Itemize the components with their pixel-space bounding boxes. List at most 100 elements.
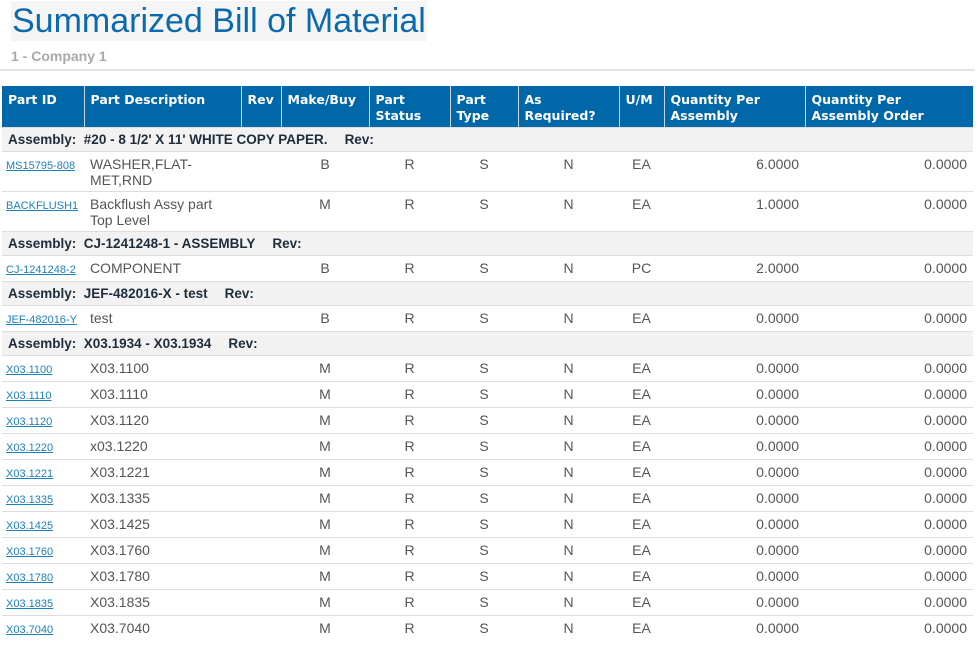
table-row: X03.1220 x03.1220 M R S N EA 0.0000 0.0000 [2, 433, 973, 460]
part-id-link[interactable]: CJ-1241248-2 [6, 264, 76, 276]
table-row: BACKFLUSH1 Backflush Assy part Top Level M… [2, 191, 973, 232]
part-id-link[interactable]: X03.1835 [6, 598, 54, 610]
as-required-cell: N [518, 433, 619, 460]
part-type-cell: S [450, 511, 518, 538]
part-id-cell: X03.1110 [2, 381, 84, 408]
col-part-description[interactable]: Part Description [83, 86, 241, 128]
part-id-link[interactable]: X03.1100 [6, 364, 53, 376]
qty-per-assembly-order-cell: 0.0000 [805, 255, 973, 282]
make-buy-cell: M [281, 459, 369, 486]
part-type-cell: S [450, 255, 518, 282]
qty-per-assembly-order-cell: 0.0000 [805, 381, 973, 408]
rev-cell [241, 433, 281, 460]
um-cell: EA [619, 511, 664, 538]
table-row: X03.7040 X03.7040 M R S N EA 0.0000 0.0000 [2, 615, 973, 641]
part-id-link[interactable]: X03.1335 [6, 494, 54, 506]
part-description-cell: x03.1220 [84, 433, 241, 460]
qty-per-assembly-cell: 0.0000 [664, 407, 805, 434]
assembly-row: Assembly: X03.1934 - X03.1934 Rev: [2, 331, 973, 356]
part-description-cell: X03.1100 [84, 355, 241, 382]
part-type-cell: S [450, 381, 518, 408]
qty-per-assembly-cell: 0.0000 [664, 355, 805, 382]
make-buy-cell: M [281, 485, 369, 512]
rev-cell [241, 381, 281, 408]
as-required-cell: N [518, 615, 619, 641]
rev-cell [241, 355, 281, 382]
make-buy-cell: M [281, 615, 369, 641]
assembly-label: Assembly: [8, 236, 77, 251]
col-part-id[interactable]: Part ID [2, 86, 84, 128]
um-cell: EA [619, 305, 664, 332]
part-status-cell: R [369, 255, 450, 282]
part-id-link[interactable]: X03.1120 [6, 416, 53, 428]
part-id-cell: JEF-482016-Y [2, 305, 84, 332]
um-cell: EA [619, 191, 664, 232]
part-status-cell: R [369, 381, 450, 408]
as-required-cell: N [518, 151, 619, 192]
qty-per-assembly-order-cell: 0.0000 [805, 305, 973, 332]
part-id-link[interactable]: X03.1425 [6, 520, 54, 532]
qty-per-assembly-cell: 0.0000 [664, 433, 805, 460]
part-id-link[interactable]: JEF-482016-Y [6, 314, 77, 326]
part-status-cell: R [369, 459, 450, 486]
part-status-cell: R [369, 407, 450, 434]
col-qty-per-assembly[interactable]: Quantity Per Assembly [663, 86, 805, 128]
part-id-cell: X03.7040 [2, 615, 84, 641]
part-description-cell: X03.1780 [84, 563, 241, 590]
col-part-status[interactable]: Part Status [368, 86, 450, 128]
rev-cell [241, 305, 281, 332]
qty-per-assembly-order-cell: 0.0000 [805, 615, 973, 641]
part-id-link[interactable]: X03.1780 [6, 572, 54, 584]
as-required-cell: N [518, 407, 619, 434]
part-description-cell: test [84, 305, 241, 332]
part-id-link[interactable]: X03.7040 [6, 624, 54, 636]
part-id-link[interactable]: X03.1220 [6, 442, 54, 454]
qty-per-assembly-order-cell: 0.0000 [805, 151, 973, 192]
col-part-type[interactable]: Part Type [449, 86, 518, 128]
rev-cell [241, 255, 281, 282]
part-id-cell: BACKFLUSH1 [2, 191, 84, 232]
part-id-link[interactable]: X03.1110 [6, 390, 52, 402]
assembly-label: Assembly: [8, 336, 77, 351]
part-type-cell: S [450, 191, 518, 232]
um-cell: EA [619, 615, 664, 641]
part-id-link[interactable]: X03.1760 [6, 546, 54, 558]
part-id-link[interactable]: BACKFLUSH1 [6, 200, 79, 212]
make-buy-cell: B [281, 305, 369, 332]
rev-cell [241, 191, 281, 232]
as-required-cell: N [518, 459, 619, 486]
part-type-cell: S [450, 459, 518, 486]
um-cell: EA [619, 151, 664, 192]
part-id-link[interactable]: MS15795-808 [6, 160, 76, 172]
as-required-cell: N [518, 511, 619, 538]
col-rev[interactable]: Rev [240, 86, 281, 128]
make-buy-cell: M [281, 537, 369, 564]
assembly-cell: Assembly: X03.1934 - X03.1934 Rev: [2, 331, 973, 356]
part-type-cell: S [450, 305, 518, 332]
col-as-required[interactable]: As Required? [517, 86, 619, 128]
part-id-link[interactable]: X03.1221 [6, 468, 54, 480]
part-description-cell: WASHER,FLAT-MET,RND [84, 151, 241, 192]
um-cell: EA [619, 407, 664, 434]
page-title: Summarized Bill of Material [11, 1, 427, 41]
part-id-cell: X03.1221 [2, 459, 84, 486]
qty-per-assembly-order-cell: 0.0000 [805, 191, 973, 232]
make-buy-cell: M [281, 381, 369, 408]
qty-per-assembly-cell: 1.0000 [664, 191, 805, 232]
assembly-cell: Assembly: CJ-1241248-1 - ASSEMBLY Rev: [2, 231, 973, 256]
col-um[interactable]: U/M [618, 86, 664, 128]
qty-per-assembly-cell: 0.0000 [664, 485, 805, 512]
part-description-cell: X03.1425 [84, 511, 241, 538]
part-id-cell: X03.1425 [2, 511, 84, 538]
assembly-label: Assembly: [8, 132, 77, 147]
assembly-name: CJ-1241248-1 - ASSEMBLY [83, 236, 256, 251]
col-make-buy[interactable]: Make/Buy [280, 86, 369, 128]
assembly-cell: Assembly: JEF-482016-X - test Rev: [2, 281, 973, 306]
part-description-cell: X03.1221 [84, 459, 241, 486]
part-description-cell: X03.7040 [84, 615, 241, 641]
col-qty-per-assembly-order[interactable]: Quantity Per Assembly Order [804, 86, 973, 128]
rev-cell [241, 589, 281, 616]
make-buy-cell: M [281, 563, 369, 590]
part-type-cell: S [450, 151, 518, 192]
part-id-cell: X03.1220 [2, 433, 84, 460]
